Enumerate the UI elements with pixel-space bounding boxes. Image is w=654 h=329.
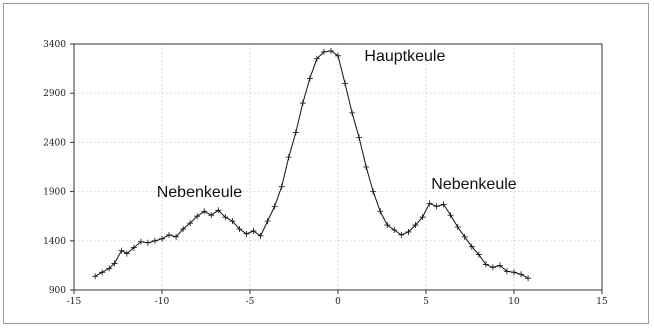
data-point-0-1 <box>99 269 106 276</box>
data-point-0-38 <box>356 134 363 141</box>
data-point-0-12 <box>173 233 180 240</box>
data-point-0-27 <box>278 183 285 190</box>
data-point-0-60 <box>511 269 517 276</box>
annotation-2: Nebenkeule <box>431 176 517 193</box>
data-point-0-44 <box>398 231 405 238</box>
data-point-0-19 <box>222 214 229 221</box>
data-point-0-34 <box>327 47 334 54</box>
series-line-0 <box>94 50 529 279</box>
series <box>92 47 532 282</box>
data-point-0-10 <box>159 235 165 242</box>
data-point-0-54 <box>468 243 475 250</box>
annotations: Hauptkeule Nebenkeule Nebenkeule <box>157 48 517 201</box>
x-tick-label-4: 5 <box>423 297 429 307</box>
data-point-0-33 <box>320 48 327 55</box>
data-point-0-3 <box>111 260 118 267</box>
grid <box>74 44 602 290</box>
y-tick-label-5: 3400 <box>43 40 66 50</box>
data-point-0-9 <box>151 237 158 244</box>
data-point-0-59 <box>503 268 510 275</box>
data-point-0-49 <box>433 203 440 210</box>
data-point-0-48 <box>426 200 433 207</box>
x-tick-label-1: -10 <box>155 297 170 307</box>
data-point-0-2 <box>106 265 113 272</box>
data-point-0-35 <box>335 52 341 59</box>
data-point-0-55 <box>475 251 482 258</box>
data-point-0-15 <box>194 213 201 220</box>
data-point-0-4 <box>118 247 125 254</box>
data-point-0-23 <box>250 227 257 234</box>
data-point-0-32 <box>313 55 320 62</box>
data-point-0-14 <box>187 220 194 227</box>
data-point-0-26 <box>271 203 278 210</box>
y-tick-label-0: 900 <box>49 286 66 296</box>
data-point-0-58 <box>496 262 503 269</box>
data-point-0-7 <box>137 238 144 245</box>
annotation-1: Nebenkeule <box>157 184 243 201</box>
figure-frame <box>3 3 649 324</box>
data-point-0-21 <box>236 225 243 232</box>
data-point-0-46 <box>412 222 419 229</box>
data-point-0-37 <box>349 109 356 116</box>
data-point-0-52 <box>454 224 461 231</box>
data-point-0-18 <box>215 207 222 214</box>
data-point-0-11 <box>166 231 173 238</box>
x-tick-label-5: 10 <box>508 297 520 307</box>
data-point-0-40 <box>370 188 377 195</box>
data-point-0-47 <box>419 214 426 221</box>
data-point-0-56 <box>482 261 489 268</box>
data-point-0-24 <box>257 232 264 239</box>
data-point-0-8 <box>144 239 151 246</box>
data-point-0-5 <box>123 250 130 257</box>
data-point-0-50 <box>440 201 447 208</box>
x-tick-label-0: -15 <box>67 297 82 307</box>
data-point-0-13 <box>180 225 187 232</box>
data-point-0-20 <box>229 218 236 225</box>
data-point-0-16 <box>201 208 208 215</box>
x-tick-label-6: 15 <box>596 297 608 307</box>
data-point-0-61 <box>518 271 525 278</box>
data-point-0-29 <box>292 129 299 136</box>
data-point-0-28 <box>285 154 292 161</box>
data-point-0-51 <box>447 212 454 219</box>
data-point-0-43 <box>391 226 398 233</box>
data-point-0-57 <box>489 264 496 271</box>
data-point-0-31 <box>306 75 313 82</box>
x-tick-labels: -15 -10 -5 0 5 10 15 <box>67 297 608 307</box>
y-tick-label-1: 1400 <box>43 237 66 247</box>
data-point-0-22 <box>243 230 250 237</box>
data-point-0-30 <box>299 100 306 107</box>
data-point-0-6 <box>130 244 137 251</box>
data-point-0-0 <box>92 273 99 280</box>
data-point-0-53 <box>461 233 468 240</box>
data-point-0-41 <box>377 208 384 215</box>
y-tick-label-2: 1900 <box>43 188 66 198</box>
data-point-0-17 <box>208 212 215 219</box>
data-point-0-39 <box>363 164 370 170</box>
data-point-0-42 <box>384 222 391 229</box>
data-point-0-25 <box>264 218 271 225</box>
x-tick-label-2: -5 <box>246 297 255 307</box>
data-point-0-62 <box>525 275 532 282</box>
y-tick-labels: 900 1400 1900 2400 2900 3400 <box>43 40 66 296</box>
axes <box>70 43 603 294</box>
y-tick-label-3: 2400 <box>43 138 66 148</box>
y-tick-label-4: 2900 <box>43 89 66 99</box>
annotation-0: Hauptkeule <box>364 48 445 65</box>
data-point-0-45 <box>405 228 412 235</box>
x-tick-label-3: 0 <box>335 297 341 307</box>
data-point-0-36 <box>342 80 349 87</box>
